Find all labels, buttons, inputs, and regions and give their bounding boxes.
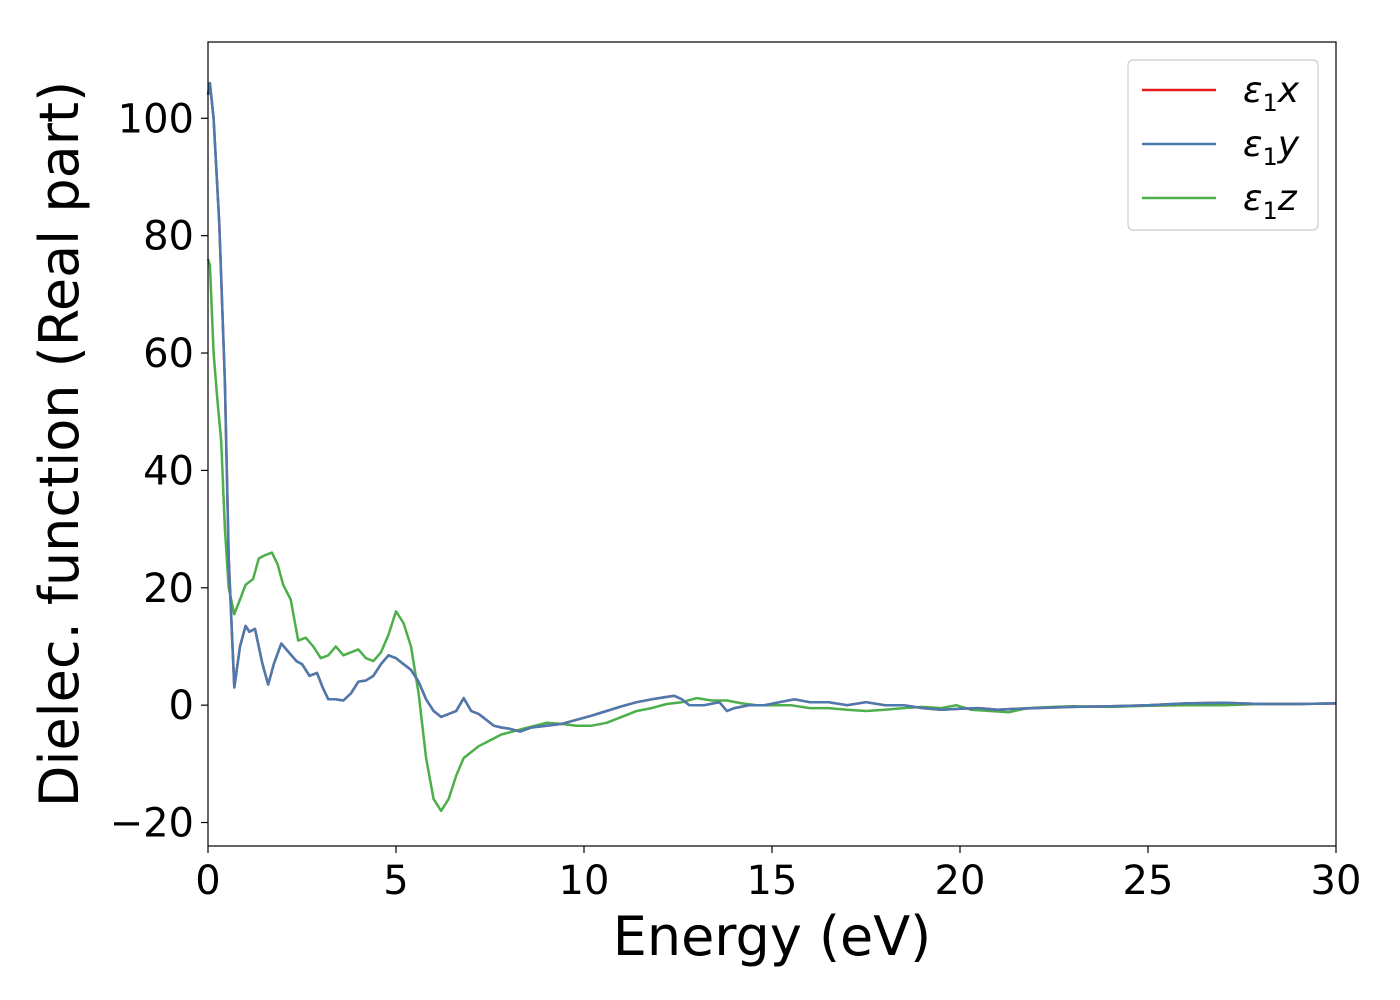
x-tick-label: 0 — [195, 858, 220, 904]
legend-label-y: ε1y — [1243, 124, 1300, 171]
y-axis: −20 0 20 40 60 80 100 — [110, 96, 208, 847]
y-tick-label: 100 — [118, 96, 194, 142]
legend: ε1x ε1y ε1z — [1127, 59, 1319, 231]
x-tick-label: 25 — [1123, 858, 1174, 904]
x-tick-label: 15 — [747, 858, 798, 904]
y-tick-label: −20 — [110, 801, 194, 847]
x-tick-label: 20 — [935, 858, 986, 904]
legend-entry: ε1z — [1142, 178, 1298, 225]
legend-label-z: ε1z — [1243, 178, 1298, 225]
x-tick-label: 30 — [1311, 858, 1362, 904]
legend-entry: ε1x — [1142, 70, 1300, 117]
series-line-z — [206, 258, 1337, 813]
y-tick-label: 20 — [143, 566, 194, 612]
y-tick-label: 0 — [169, 683, 194, 729]
legend-box — [1127, 59, 1319, 231]
series-layer — [206, 81, 1337, 813]
x-axis: 0 5 10 15 20 25 30 — [195, 846, 1361, 904]
y-tick-label: 60 — [143, 331, 194, 377]
x-tick-label: 5 — [383, 858, 408, 904]
y-axis-title: Dielec. function (Real part) — [28, 81, 91, 807]
legend-entry: ε1y — [1142, 124, 1300, 171]
x-tick-label: 10 — [559, 858, 610, 904]
x-axis-title: Energy (eV) — [613, 905, 932, 968]
legend-label-x: ε1x — [1243, 70, 1300, 117]
y-tick-label: 80 — [143, 214, 194, 260]
y-tick-label: 40 — [143, 448, 194, 494]
series-line-y — [206, 81, 1337, 733]
